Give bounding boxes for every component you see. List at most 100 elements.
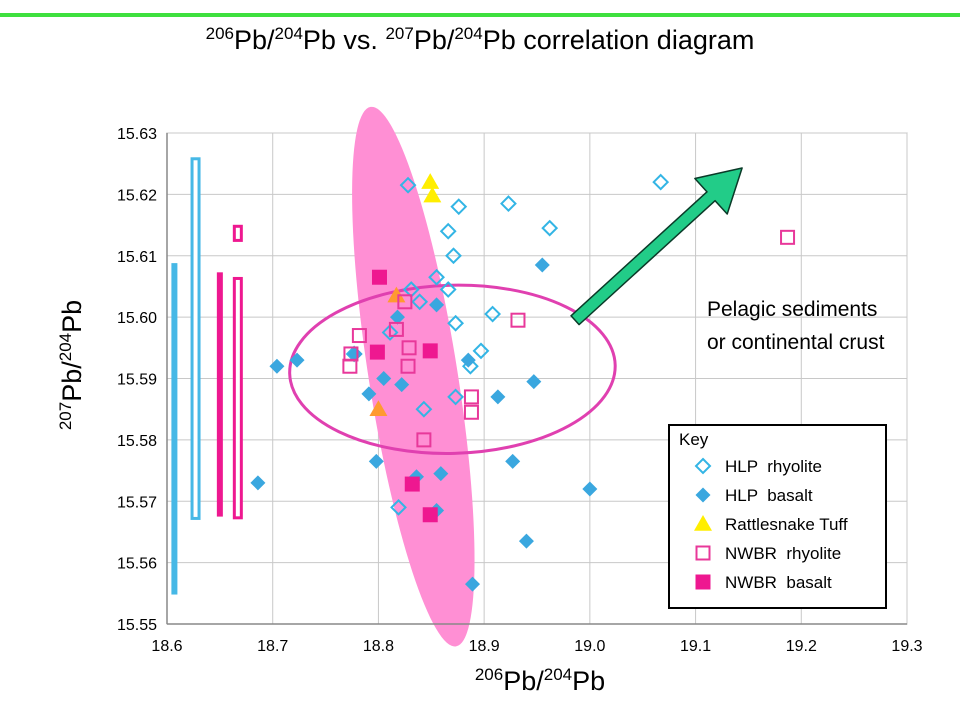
series-rattlesnake-tuff-orange <box>369 286 406 416</box>
point-hlp-basalt <box>518 533 534 549</box>
point-nwbr-rhyolite <box>416 432 432 448</box>
x-tick-label: 19.3 <box>891 638 922 655</box>
point-rattlesnake-tuff <box>421 173 440 189</box>
y-axis-label: 207Pb/204Pb <box>56 299 87 431</box>
point-hlp-rhyolite <box>445 247 462 265</box>
annotation-line-2: or continental crust <box>707 331 885 354</box>
legend-item-hlp-rhyolite: HLP rhyolite <box>694 457 822 476</box>
point-hlp-basalt <box>361 386 377 402</box>
chart-title: 206Pb/204Pb vs. 207Pb/204Pb correlation … <box>205 24 755 55</box>
point-hlp-basalt <box>465 576 481 592</box>
point-hlp-basalt <box>368 453 384 469</box>
legend-symbol-hlp-rhyolite <box>694 457 712 475</box>
point-nwbr-rhyolite <box>463 404 479 420</box>
point-hlp-basalt <box>534 257 550 273</box>
series-nwbr-basalt <box>369 269 438 523</box>
point-hlp-basalt <box>582 481 598 497</box>
point-hlp-rhyolite <box>450 198 468 216</box>
point-hlp-rhyolite <box>541 219 559 237</box>
point-rattlesnake-tuff-orange <box>387 286 406 303</box>
point-hlp-rhyolite <box>399 176 417 194</box>
point-nwbr-rhyolite <box>780 229 796 245</box>
point-hlp-basalt <box>389 309 405 325</box>
point-nwbr-rhyolite <box>401 340 417 356</box>
x-tick-label: 19.2 <box>786 638 817 655</box>
y-tick-label: 15.56 <box>117 556 157 573</box>
point-nwbr-rhyolite <box>400 358 416 374</box>
legend-item-rattlesnake-tuff: Rattlesnake Tuff <box>694 515 848 534</box>
legend-label: HLP basalt <box>725 486 813 505</box>
point-hlp-basalt <box>347 346 363 362</box>
annotation-line-1: Pelagic sediments <box>707 298 877 321</box>
point-hlp-basalt <box>526 374 542 390</box>
data-points <box>250 173 796 592</box>
series-rattlesnake-tuff <box>421 173 442 203</box>
legend-item-nwbr-basalt: NWBR basalt <box>695 573 832 592</box>
legend-label: Rattlesnake Tuff <box>725 515 848 534</box>
x-tick-label: 19.1 <box>680 638 711 655</box>
x-tick-label: 18.7 <box>257 638 288 655</box>
crust-trend-arrow <box>570 167 743 326</box>
x-axis-label: 206Pb/204Pb <box>474 665 606 696</box>
point-nwbr-rhyolite <box>388 321 404 337</box>
top-accent-rule <box>0 13 960 17</box>
y-tick-label: 15.59 <box>117 372 157 389</box>
point-hlp-rhyolite <box>447 388 465 406</box>
point-hlp-rhyolite <box>411 293 429 311</box>
point-nwbr-basalt <box>371 269 387 285</box>
point-hlp-basalt <box>433 466 449 482</box>
legend-item-hlp-basalt: HLP basalt <box>695 486 813 505</box>
nwbr-field-ellipse <box>352 106 475 647</box>
point-rattlesnake-tuff-orange <box>369 400 388 416</box>
point-nwbr-rhyolite <box>351 328 367 344</box>
point-nwbr-basalt <box>422 507 438 523</box>
point-hlp-basalt <box>394 377 410 393</box>
point-hlp-basalt <box>460 352 476 368</box>
point-hlp-basalt <box>505 453 521 469</box>
point-hlp-rhyolite <box>381 324 399 341</box>
legend-symbol-nwbr-rhyolite <box>695 545 711 561</box>
y-tick-label: 15.57 <box>117 494 157 511</box>
point-hlp-basalt <box>376 371 392 386</box>
point-hlp-basalt <box>269 358 285 374</box>
point-hlp-basalt <box>289 352 305 368</box>
point-hlp-rhyolite <box>439 222 457 240</box>
x-tick-label: 18.9 <box>469 638 500 655</box>
y-tick-label: 15.60 <box>117 310 157 327</box>
legend-symbol-hlp-basalt <box>695 487 711 503</box>
point-hlp-rhyolite <box>428 268 445 286</box>
y-tick-label: 15.61 <box>117 249 157 266</box>
y-tick-label: 15.55 <box>117 617 157 634</box>
x-tick-label: 19.0 <box>574 638 605 655</box>
point-hlp-rhyolite <box>500 195 517 212</box>
point-hlp-rhyolite <box>652 173 670 191</box>
point-hlp-rhyolite <box>472 342 490 360</box>
trend-arrow <box>570 167 743 326</box>
point-hlp-rhyolite <box>415 400 433 418</box>
y-tick-label: 15.62 <box>117 187 157 204</box>
legend-label: HLP rhyolite <box>725 457 822 476</box>
y-tick-label: 15.58 <box>117 433 157 450</box>
x-tick-label: 18.6 <box>151 638 182 655</box>
point-nwbr-basalt <box>422 343 438 359</box>
point-nwbr-rhyolite <box>397 294 413 310</box>
range-bar-filled <box>216 272 223 517</box>
point-nwbr-basalt <box>369 344 385 360</box>
range-bar-open <box>232 276 243 520</box>
range-bars <box>171 157 243 595</box>
point-nwbr-rhyolite <box>342 358 358 374</box>
y-tick-label: 15.63 <box>117 126 157 143</box>
point-hlp-basalt <box>490 389 506 405</box>
point-hlp-rhyolite <box>484 305 502 323</box>
series-nwbr-rhyolite <box>342 229 796 448</box>
x-tick-label: 18.8 <box>363 638 394 655</box>
point-nwbr-rhyolite <box>463 389 479 405</box>
range-bar-open <box>190 157 201 520</box>
legend-symbol-nwbr-basalt <box>695 574 711 590</box>
range-bar-filled <box>171 263 178 595</box>
point-hlp-basalt <box>429 297 445 313</box>
legend-label: NWBR basalt <box>725 573 832 592</box>
legend-title: Key <box>679 430 709 449</box>
series-hlp-basalt <box>250 257 598 592</box>
